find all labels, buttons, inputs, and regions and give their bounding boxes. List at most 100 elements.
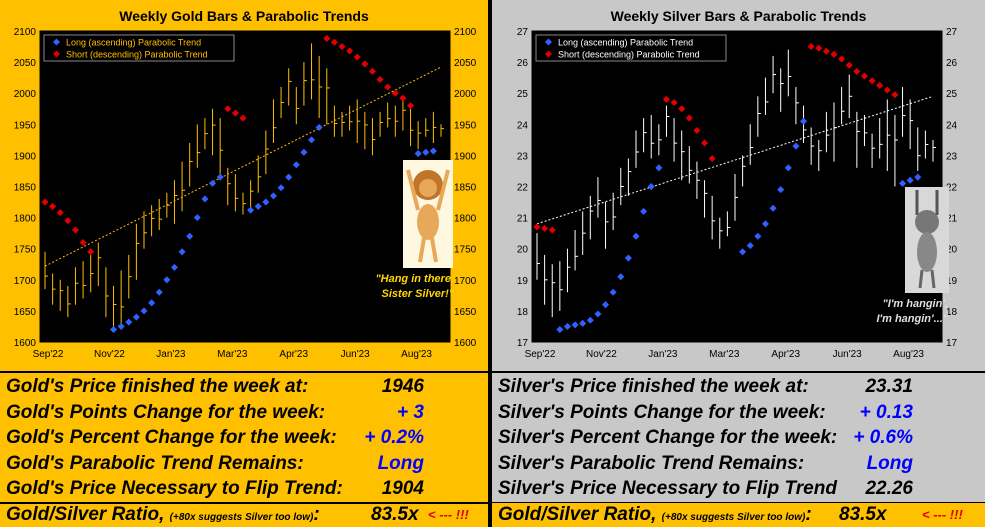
y-tick-label-right: 27 bbox=[946, 27, 958, 38]
short-parabolic-dot bbox=[384, 83, 392, 91]
long-parabolic-dot bbox=[422, 148, 430, 156]
y-tick-label-right: 18 bbox=[946, 307, 958, 318]
price-bar bbox=[894, 114, 898, 187]
price-bar bbox=[764, 77, 769, 115]
long-parabolic-dot bbox=[125, 318, 133, 326]
x-tick-label: Jun'23 bbox=[341, 349, 371, 360]
y-tick-label-right: 19 bbox=[946, 276, 958, 287]
stat-label: Gold's Price finished the week at: bbox=[6, 376, 309, 397]
y-tick-label-right: 1850 bbox=[454, 183, 477, 194]
long-parabolic-dot bbox=[579, 319, 587, 327]
long-parabolic-dot bbox=[178, 248, 186, 256]
price-bar bbox=[673, 118, 678, 162]
legend-long-marker bbox=[544, 38, 553, 46]
price-bar bbox=[311, 43, 315, 100]
stat-value: Long bbox=[377, 452, 424, 474]
price-bar bbox=[128, 254, 132, 299]
short-parabolic-dot bbox=[239, 114, 247, 122]
silver-panel: Weekly Silver Bars & Parabolic Trends 17… bbox=[492, 0, 985, 527]
stat-value: + 0.6% bbox=[853, 427, 913, 448]
price-bar bbox=[742, 155, 746, 187]
price-bar bbox=[417, 121, 422, 150]
legend-label: Long (ascending) Parabolic Trend bbox=[558, 38, 693, 48]
chart-legend: Long (ascending) Parabolic Trend Short (d… bbox=[535, 34, 727, 62]
short-parabolic-dot bbox=[361, 60, 369, 68]
price-bar bbox=[67, 286, 71, 318]
long-parabolic-dot bbox=[632, 232, 640, 240]
long-parabolic-dot bbox=[784, 164, 792, 172]
price-bar bbox=[544, 254, 548, 305]
x-tick-label: Aug'23 bbox=[893, 349, 924, 360]
x-tick-label: Apr'23 bbox=[771, 349, 800, 360]
short-parabolic-dot bbox=[330, 38, 338, 46]
price-bar bbox=[757, 96, 761, 137]
short-parabolic-dot bbox=[876, 81, 884, 89]
legend-short-marker bbox=[544, 50, 553, 58]
short-parabolic-dot bbox=[231, 109, 239, 117]
y-tick-label-right: 26 bbox=[946, 58, 958, 69]
silver-chart: 17 17 18 18 19 19 20 20 21 21 22 22 23 23 24 24 25 25 26 26… bbox=[517, 27, 958, 360]
x-tick-label: Sep'22 bbox=[33, 349, 64, 360]
stat-value: 22.26 bbox=[865, 478, 913, 499]
y-tick-label-right: 1650 bbox=[454, 307, 477, 318]
price-bar bbox=[90, 254, 94, 293]
price-bar bbox=[734, 174, 738, 221]
long-parabolic-dot bbox=[300, 148, 308, 156]
price-bar bbox=[658, 124, 662, 156]
long-parabolic-dot bbox=[563, 322, 571, 330]
y-tick-label-right: 24 bbox=[946, 120, 958, 131]
short-parabolic-dot bbox=[41, 198, 49, 206]
short-parabolic-dot bbox=[224, 105, 232, 113]
y-tick-label-left: 20 bbox=[517, 245, 529, 256]
price-bar bbox=[265, 130, 269, 175]
short-parabolic-dot bbox=[353, 53, 361, 61]
silver-stats-divider bbox=[492, 371, 985, 373]
price-bar bbox=[181, 161, 186, 212]
long-parabolic-dot bbox=[209, 179, 217, 187]
long-parabolic-dot bbox=[617, 273, 625, 281]
short-parabolic-dot bbox=[56, 209, 64, 217]
price-bar bbox=[349, 105, 353, 131]
silver-caption: "I'm hangin', I'm hangin'..." bbox=[832, 297, 948, 327]
price-bar bbox=[440, 124, 444, 137]
price-bar bbox=[818, 139, 822, 171]
price-bar bbox=[787, 49, 792, 97]
x-tick-label: Nov'22 bbox=[586, 349, 617, 360]
price-bar bbox=[280, 86, 285, 119]
price-bar bbox=[749, 124, 754, 165]
legend-label: Short (descending) Parabolic Trend bbox=[66, 50, 208, 60]
silver-chart-title: Weekly Silver Bars & Parabolic Trends bbox=[610, 8, 867, 24]
silver-ratio-row: Gold/Silver Ratio, (+80x suggests Silver… bbox=[492, 503, 985, 527]
y-tick-label-left: 1600 bbox=[14, 338, 37, 349]
price-bar bbox=[704, 180, 708, 218]
price-bar bbox=[394, 105, 399, 137]
long-parabolic-dot bbox=[800, 117, 808, 125]
x-tick-label: Sep'22 bbox=[525, 349, 556, 360]
price-bar bbox=[288, 68, 292, 106]
price-bar bbox=[612, 192, 617, 231]
stat-value: 23.31 bbox=[865, 376, 913, 397]
stat-value: 1904 bbox=[381, 478, 424, 499]
x-tick-label: Aug'23 bbox=[401, 349, 432, 360]
y-tick-label-right: 2100 bbox=[454, 27, 477, 38]
y-tick-label-left: 1950 bbox=[14, 120, 37, 131]
y-tick-label-right: 17 bbox=[946, 338, 958, 349]
price-bar bbox=[810, 127, 815, 165]
stat-row: Silver's Price finished the week at: 23.3… bbox=[492, 376, 985, 402]
y-tick-label-right: 20 bbox=[946, 245, 958, 256]
short-parabolic-dot bbox=[701, 139, 709, 147]
y-tick-label-right: 25 bbox=[946, 89, 958, 100]
long-parabolic-dot bbox=[262, 198, 270, 206]
long-parabolic-dot bbox=[155, 288, 163, 296]
short-parabolic-dot bbox=[860, 72, 868, 80]
y-tick-label-right: 21 bbox=[946, 214, 958, 225]
price-bar bbox=[635, 130, 639, 168]
stat-label: Silver's Percent Change for the week: bbox=[498, 427, 838, 448]
legend-box bbox=[43, 34, 235, 62]
short-parabolic-dot bbox=[368, 67, 376, 75]
price-bar bbox=[909, 99, 914, 150]
silver-ratio-warning: < --- !!! bbox=[922, 507, 963, 522]
price-bar bbox=[902, 86, 906, 137]
stat-row: Gold's Percent Change for the week: + 0.2… bbox=[0, 427, 488, 453]
price-bar bbox=[917, 127, 921, 171]
